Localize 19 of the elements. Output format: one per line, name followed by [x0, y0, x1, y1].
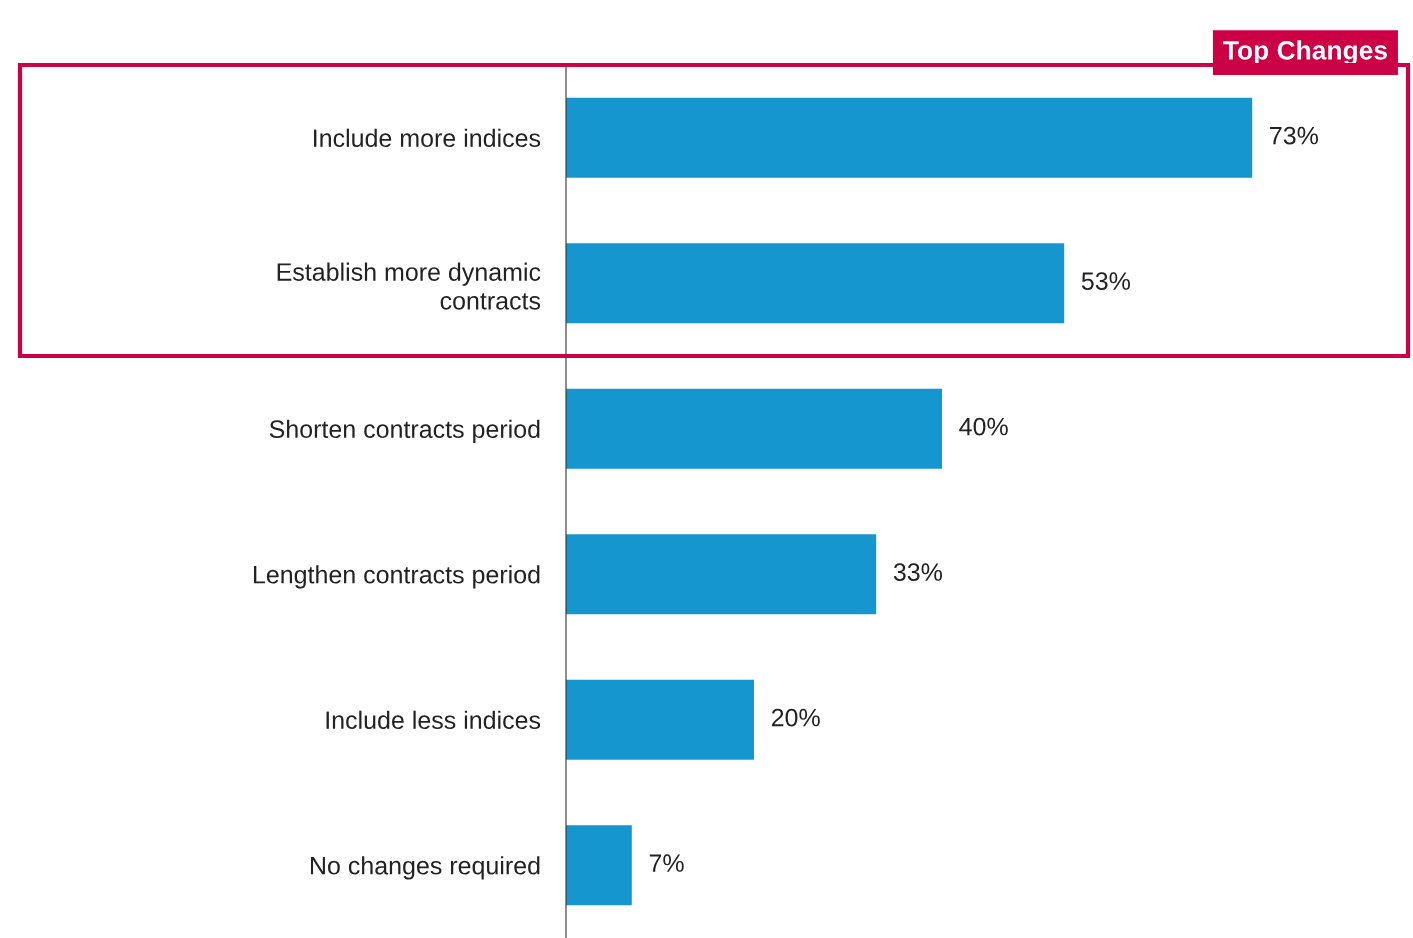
y-tick-label: Shorten contracts period [269, 419, 540, 443]
bar [566, 97, 1253, 178]
y-tick-label: Include more indices [314, 128, 541, 148]
bar [566, 679, 754, 760]
annotation: Top Changes [1223, 40, 1387, 65]
data-label: 73% [1270, 126, 1318, 145]
y-tick-label: Include less indices [326, 710, 541, 730]
y-tick-label: No changes required [310, 856, 540, 880]
bar [566, 825, 632, 906]
bar [566, 243, 1065, 324]
y-tick-label: Lengthen contracts period [253, 565, 540, 589]
data-label: 7% [649, 854, 684, 872]
bar [566, 388, 942, 469]
bar [566, 534, 877, 615]
data-label: 20% [771, 708, 820, 727]
data-label: 40% [959, 417, 1008, 436]
data-label: 53% [1081, 272, 1130, 290]
data-label: 33% [893, 563, 942, 581]
y-tick-label: Establish more dynamic contracts [277, 262, 541, 310]
